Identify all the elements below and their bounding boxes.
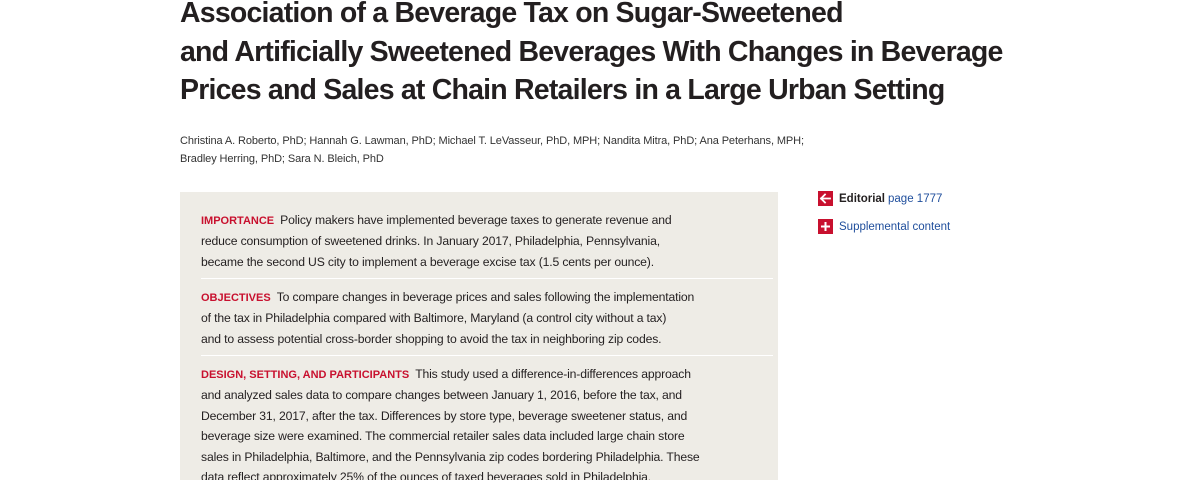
- objectives-text: and to assess potential cross-border sho…: [201, 331, 662, 346]
- abstract-importance: IMPORTANCE Policy makers have implemented…: [201, 210, 773, 272]
- design-text: This study used a difference-in-differen…: [415, 367, 691, 381]
- design-text: and analyzed sales data to compare chang…: [201, 388, 682, 403]
- plus-icon: [818, 219, 833, 234]
- article-title: Association of a Beverage Tax on Sugar-S…: [180, 0, 1040, 110]
- importance-text: reduce consumption of sweetened drinks. …: [201, 234, 660, 249]
- editorial-label: Editorial: [839, 193, 886, 205]
- importance-text: became the second US city to implement a…: [201, 254, 654, 269]
- design-heading: DESIGN, SETTING, AND PARTICIPANTS: [201, 369, 410, 381]
- importance-heading: IMPORTANCE: [201, 215, 275, 227]
- design-text: beverage size were examined. The commerc…: [201, 429, 685, 444]
- design-text: data reflect approximately 25% of the ou…: [201, 470, 651, 480]
- title-line: Prices and Sales at Chain Retailers in a…: [180, 74, 945, 106]
- author-line: Bradley Herring, PhD; Sara N. Bleich, Ph…: [180, 153, 384, 165]
- abstract-design: DESIGN, SETTING, AND PARTICIPANTS This st…: [201, 364, 773, 480]
- importance-text: Policy makers have implemented beverage …: [280, 213, 672, 227]
- objectives-text: To compare changes in beverage prices an…: [276, 290, 695, 304]
- section-divider: [201, 278, 773, 279]
- section-divider: [201, 355, 773, 356]
- author-list: Christina A. Roberto, PhD; Hannah G. Law…: [180, 132, 900, 168]
- title-line: and Artificially Sweetened Beverages Wit…: [180, 35, 1003, 68]
- editorial-page[interactable]: page 1777: [888, 193, 943, 205]
- objectives-text: of the tax in Philadelphia compared with…: [201, 311, 667, 326]
- objectives-heading: OBJECTIVES: [201, 292, 271, 304]
- title-line: Association of a Beverage Tax on Sugar-S…: [180, 0, 844, 29]
- arrow-left-icon: [818, 191, 833, 206]
- supplemental-link[interactable]: Supplemental content: [818, 219, 950, 235]
- design-text: sales in Philadelphia, Baltimore, and th…: [201, 449, 700, 464]
- design-text: December 31, 2017, after the tax. Differ…: [201, 408, 688, 423]
- abstract-objectives: OBJECTIVES To compare changes in beverage…: [201, 287, 773, 349]
- abstract-panel: IMPORTANCE Policy makers have implemented…: [180, 192, 778, 480]
- author-line: Christina A. Roberto, PhD; Hannah G. Law…: [180, 135, 804, 147]
- supplemental-label[interactable]: Supplemental content: [839, 221, 951, 233]
- editorial-link[interactable]: Editorial page 1777: [818, 191, 942, 207]
